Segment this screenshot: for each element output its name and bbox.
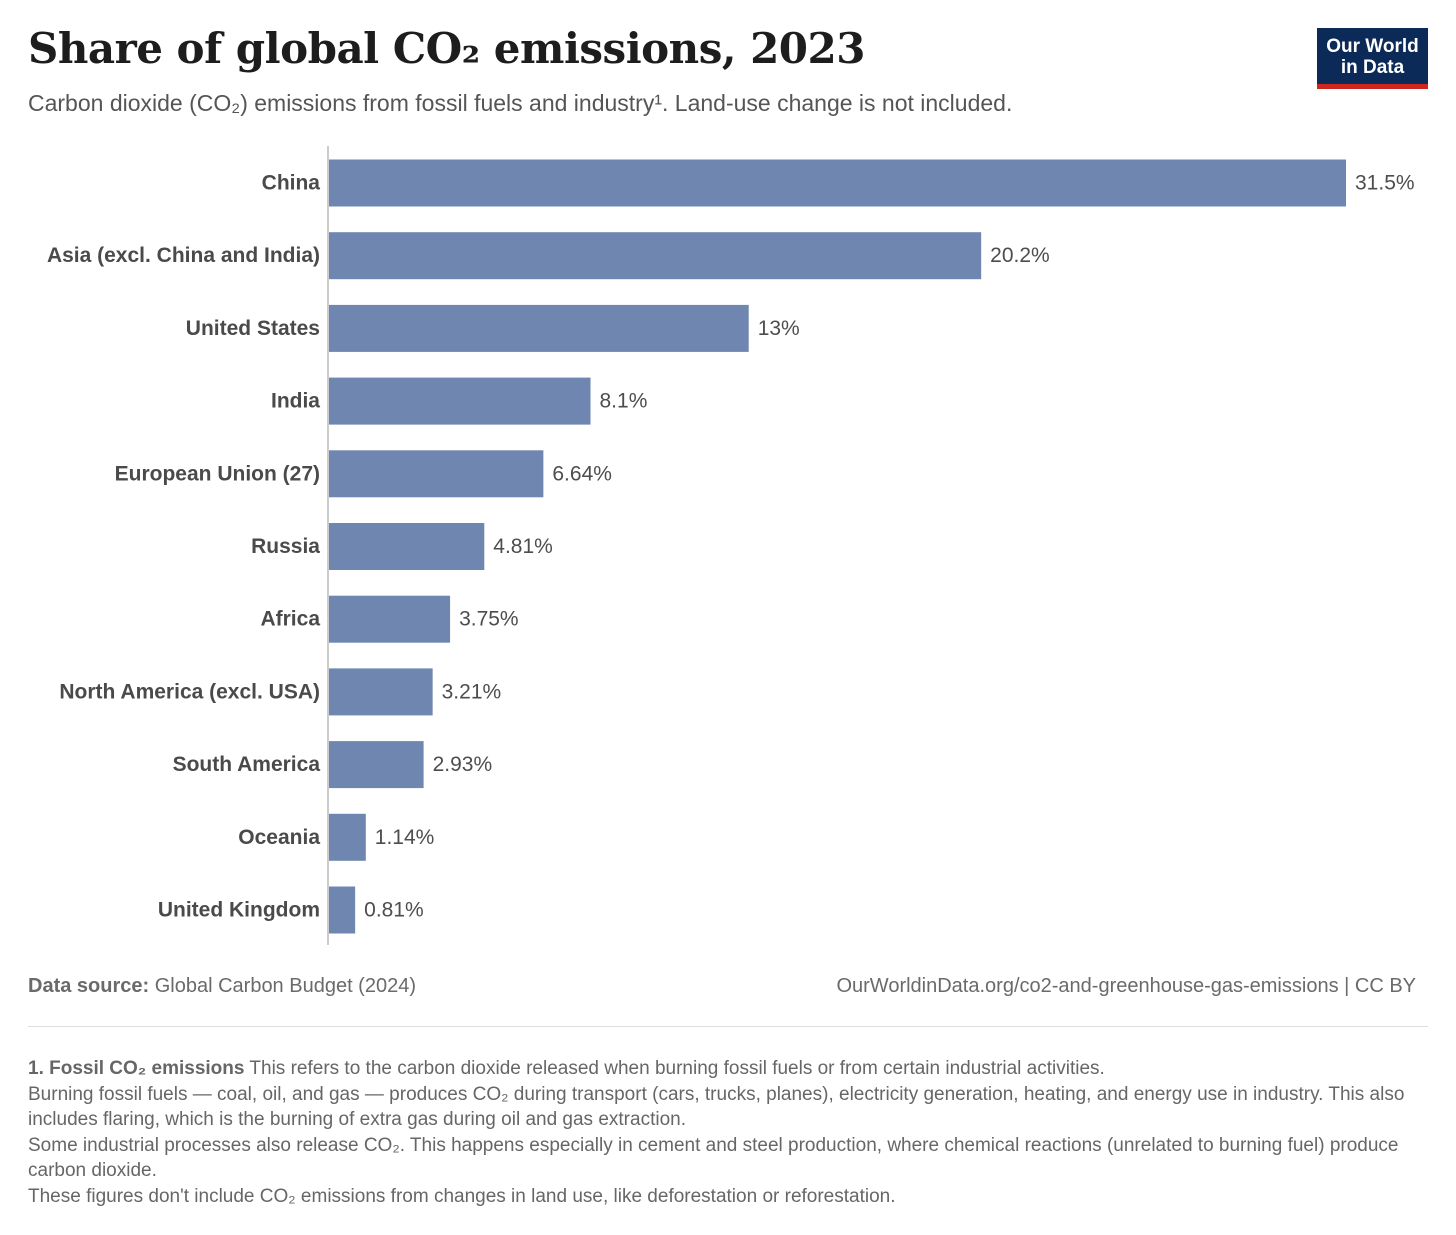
data-source: Data source: Global Carbon Budget (2024) xyxy=(28,975,416,998)
bar[interactable] xyxy=(329,450,544,498)
value-label: 31.5% xyxy=(1355,172,1415,195)
category-label: United States xyxy=(186,317,320,340)
value-label: 2.93% xyxy=(433,753,493,776)
category-label: European Union (27) xyxy=(115,462,320,485)
value-label: 8.1% xyxy=(600,390,648,413)
value-label: 3.75% xyxy=(459,608,519,631)
footnotes: 1. Fossil CO₂ emissions This refers to t… xyxy=(28,1056,1408,1209)
footnote-line-1-text: This refers to the carbon dioxide releas… xyxy=(249,1058,1105,1079)
category-label: Asia (excl. China and India) xyxy=(47,244,320,267)
bar[interactable] xyxy=(329,595,451,643)
logo-line-1: Our World xyxy=(1326,36,1419,57)
value-label: 13% xyxy=(758,317,800,340)
value-label: 1.14% xyxy=(375,826,435,849)
category-label: Russia xyxy=(251,535,320,558)
data-source-text[interactable]: Global Carbon Budget (2024) xyxy=(154,975,416,997)
bar[interactable] xyxy=(329,886,356,934)
bar[interactable] xyxy=(329,523,485,570)
bar[interactable] xyxy=(329,232,982,280)
logo-line-2: in Data xyxy=(1340,57,1405,78)
bar[interactable] xyxy=(329,813,366,861)
owid-logo[interactable]: Our World in Data xyxy=(1317,28,1428,89)
bar[interactable] xyxy=(329,304,749,352)
value-label: 0.81% xyxy=(364,899,424,922)
data-source-label: Data source: xyxy=(28,975,150,997)
value-label: 3.21% xyxy=(442,680,502,703)
category-label: China xyxy=(262,172,321,195)
footnote-line-4: These figures don't include CO₂ emission… xyxy=(28,1185,896,1207)
chart-subtitle: Carbon dioxide (CO₂) emissions from foss… xyxy=(28,90,1013,116)
category-label: North America (excl. USA) xyxy=(59,680,320,703)
chart-title: Share of global CO₂ emissions, 2023 xyxy=(28,24,865,73)
category-label: India xyxy=(271,390,320,413)
category-label: South America xyxy=(173,753,321,776)
value-label: 20.2% xyxy=(990,244,1050,267)
category-label: Oceania xyxy=(238,826,320,849)
bar[interactable] xyxy=(329,377,591,425)
category-label: Africa xyxy=(260,608,320,631)
bar[interactable] xyxy=(329,668,433,716)
category-label: United Kingdom xyxy=(158,899,320,922)
bar[interactable] xyxy=(329,741,424,789)
value-label: 4.81% xyxy=(493,535,553,558)
footnote-line-2: Burning fossil fuels — coal, oil, and ga… xyxy=(28,1083,1405,1131)
footnote-term: 1. Fossil CO₂ emissions xyxy=(28,1058,245,1079)
value-label: 6.64% xyxy=(552,462,612,485)
divider xyxy=(28,1026,1428,1027)
bar-chart: China 31.5% Asia (excl. China and India) 20… xyxy=(47,146,1415,945)
footnote-line-3: Some industrial processes also release C… xyxy=(28,1134,1399,1182)
footnote-line-1: 1. Fossil CO₂ emissions This refers to t… xyxy=(28,1056,1408,1082)
source-url[interactable]: OurWorldinData.org/co2-and-greenhouse-ga… xyxy=(836,975,1416,997)
bar[interactable] xyxy=(329,159,1346,207)
